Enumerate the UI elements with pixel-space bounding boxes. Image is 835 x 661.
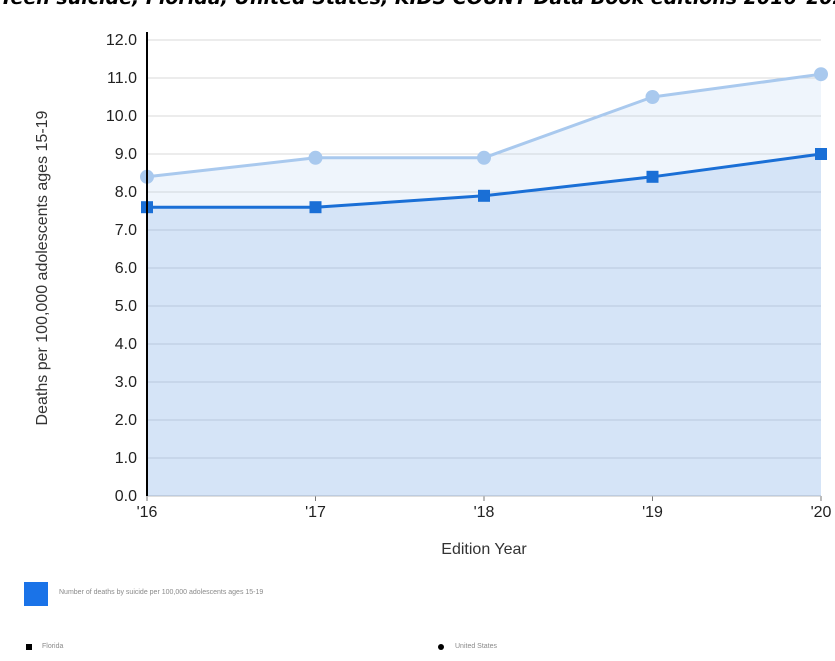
y-tick-label: 6.0 <box>115 260 137 277</box>
y-tick-label: 8.0 <box>115 184 137 201</box>
data-point-square[interactable] <box>815 148 827 160</box>
legend-square-marker <box>26 644 32 650</box>
data-point-circle[interactable] <box>645 90 660 104</box>
y-tick-label: 3.0 <box>115 374 137 391</box>
y-tick-label: 11.0 <box>107 70 137 87</box>
y-tick-label: 7.0 <box>115 222 137 239</box>
x-axis-title: Edition Year <box>441 541 527 558</box>
data-point-square[interactable] <box>646 170 659 183</box>
series-markers <box>140 67 828 214</box>
y-tick-labels: 0.0 1.0 2.0 3.0 4.0 5.0 6.0 7.0 8.0 9.0 10.0 11.0 12… <box>106 32 137 505</box>
y-tick-label: 4.0 <box>115 336 137 353</box>
y-tick-label: 2.0 <box>115 412 137 429</box>
y-tick-label: 5.0 <box>115 298 137 315</box>
x-tick-labels: '16 '17 '18 '19 '20 <box>137 504 832 521</box>
chart-title: Teen suicide, Florida, United States, KI… <box>0 0 835 11</box>
data-point-square[interactable] <box>478 189 490 202</box>
line-chart: 0.0 1.0 2.0 3.0 4.0 5.0 6.0 7.0 8.0 9.0 10.0 11.0 12… <box>34 32 832 558</box>
y-tick-label: 10.0 <box>106 108 137 125</box>
legend-circle-marker <box>438 644 444 650</box>
x-tick-label: '17 <box>305 504 326 521</box>
x-tick-label: '20 <box>811 504 832 521</box>
y-tick-label: 0.0 <box>115 488 137 505</box>
y-tick-label: 1.0 <box>115 450 137 467</box>
legend-florida-label: Florida <box>42 643 64 650</box>
legend-swatch-metric <box>24 582 48 606</box>
y-tick-label: 9.0 <box>115 146 137 163</box>
legend-metric-label: Number of deaths by suicide per 100,000 … <box>59 589 264 596</box>
data-point-square[interactable] <box>309 201 322 214</box>
y-tick-label: 12.0 <box>106 32 137 49</box>
data-point-circle[interactable] <box>814 67 828 82</box>
data-point-circle[interactable] <box>477 150 491 165</box>
area-fills <box>147 74 821 496</box>
x-tick-label: '16 <box>137 504 158 521</box>
y-axis-title: Deaths per 100,000 adolescents ages 15-1… <box>34 110 51 425</box>
area-fill-0 <box>147 154 821 496</box>
x-tick-label: '18 <box>474 504 495 521</box>
legend-us-label: United States <box>455 643 498 650</box>
data-point-circle[interactable] <box>308 150 323 165</box>
x-tick-label: '19 <box>642 504 663 521</box>
